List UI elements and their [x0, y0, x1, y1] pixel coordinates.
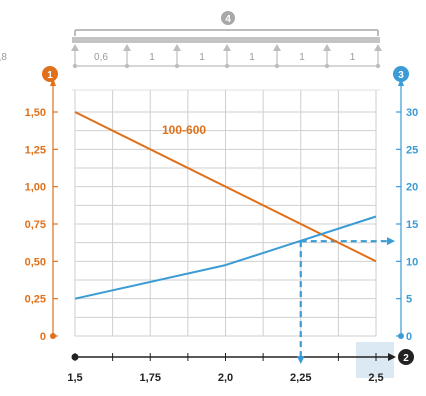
beam-support-3 — [223, 44, 231, 51]
x-axis-arrow — [388, 353, 396, 361]
beam-supports — [71, 44, 382, 69]
series-lines — [74, 111, 377, 300]
beam-support-5 — [323, 44, 331, 51]
beam-span-label-2: 1 — [199, 52, 205, 63]
x-tick-4: 2,5 — [368, 372, 383, 384]
reading-arrowhead-right — [387, 237, 395, 246]
left-y-tick-0: 0 — [40, 331, 46, 343]
left-y-tick-5: 1,25 — [25, 144, 46, 156]
left-axis-badge-circle — [42, 66, 58, 82]
top-badge-circle — [221, 11, 235, 25]
beam-support-node-4 — [274, 63, 280, 69]
top-badge-number: 4 — [225, 14, 231, 25]
right-y-tick-4: 20 — [406, 182, 418, 194]
beam-support-node-2 — [174, 63, 180, 69]
beam-span-label-3: 1 — [249, 52, 255, 63]
beam-span-label-0: 0,6 — [94, 52, 108, 63]
x-tick-0: 1,5 — [67, 372, 82, 384]
beam-span-label-6: 0,8 — [0, 52, 7, 63]
x-axis-badge: 2 — [398, 349, 414, 365]
left-axis-badge: 1 — [42, 66, 58, 82]
series-line-0 — [74, 111, 377, 263]
right-y-tick-6: 30 — [406, 107, 418, 119]
right-y-tick-5: 25 — [406, 144, 418, 156]
beam-support-node-0 — [72, 63, 78, 69]
x-tick-2: 2,0 — [218, 372, 233, 384]
right-axis-badge-number: 3 — [398, 70, 404, 81]
x-reading-highlight — [356, 342, 394, 378]
top-badge: 4 — [221, 11, 235, 25]
beam-span-label-5: 1 — [350, 52, 356, 63]
left-y-tick-4: 1,00 — [25, 182, 46, 194]
beam-span-labels: 0,6 1 1 1 1 1 0,8 — [0, 52, 356, 63]
right-axis-badge: 3 — [393, 66, 409, 82]
left-y-tick-1: 0,25 — [25, 294, 46, 306]
beam-span-label-4: 1 — [299, 52, 305, 63]
left-y-axis-arrow — [50, 78, 56, 86]
beam-support-node-3 — [224, 63, 230, 69]
right-axis-badge-circle — [393, 66, 409, 82]
reading-arrowhead-down — [296, 356, 305, 364]
x-tick-labels: 1,5 1,75 2,0 2,25 2,5 — [67, 353, 384, 384]
left-y-tick-3: 0,75 — [25, 219, 46, 231]
left-y-tick-labels: 0 0,25 0,50 0,75 1,00 1,25 1,50 — [25, 107, 58, 343]
axes — [50, 78, 404, 361]
right-y-tick-2: 10 — [406, 256, 418, 268]
beam-support-0 — [71, 44, 79, 51]
beam-support-node-5 — [324, 63, 330, 69]
left-y-tick-6: 1,50 — [25, 107, 46, 119]
left-y-tick-2: 0,50 — [25, 256, 46, 268]
right-y-tick-3: 15 — [406, 219, 418, 231]
right-y-tick-0: 0 — [406, 331, 412, 343]
x-axis-badge-number: 2 — [403, 353, 409, 364]
x-axis-badge-circle — [398, 349, 414, 365]
right-y-tick-1: 5 — [406, 294, 412, 306]
beam-bar — [72, 37, 380, 43]
beam-support-node-6 — [375, 63, 381, 69]
beam-support-1 — [123, 44, 131, 51]
x-tick-1: 1,75 — [140, 372, 161, 384]
beam-diagram: 4 0,6 1 1 1 1 1 0,8 — [0, 11, 382, 91]
beam-span-label-1: 1 — [149, 52, 155, 63]
reading-lines — [296, 237, 395, 364]
right-y-tick-labels: 0 5 10 15 20 25 30 — [396, 107, 418, 343]
series-line-1 — [74, 215, 377, 300]
beam-support-4 — [273, 44, 281, 51]
beam-support-6 — [374, 44, 382, 51]
beam-support-2 — [173, 44, 181, 51]
beam-support-node-1 — [124, 63, 130, 69]
left-axis-badge-number: 1 — [47, 70, 53, 81]
x-tick-3: 2,25 — [290, 372, 311, 384]
chart-grid — [74, 90, 377, 337]
series-label-100-600: 100-600 — [162, 123, 206, 137]
